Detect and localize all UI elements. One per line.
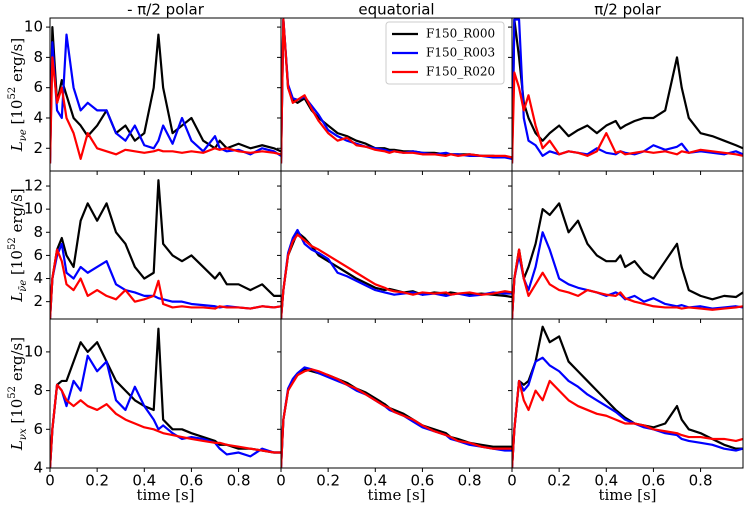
x-tick-label: 0.6 [179, 472, 203, 490]
y-axis-label-part: L [8, 292, 26, 303]
x-tick-label: 0 [276, 472, 286, 490]
panel-frame [511, 17, 744, 172]
y-tick-label: 2 [33, 139, 43, 157]
y-tick-label: 12 [24, 177, 43, 195]
series-line [512, 231, 743, 319]
x-tick-label: 0 [507, 472, 517, 490]
x-tick-label: 0.8 [458, 472, 482, 490]
x-tick-label: 0.2 [547, 472, 571, 490]
y-axis-label: Lν̄e [1052 erg/s] [7, 188, 29, 302]
series-line [512, 18, 743, 164]
panel-title: π/2 polar [594, 1, 661, 19]
series-line [50, 248, 281, 319]
x-tick-label: 0.8 [227, 472, 251, 490]
x-axis-label: time [s] [598, 486, 656, 504]
series-line [512, 356, 743, 468]
series-line [50, 56, 281, 164]
legend-box [385, 21, 505, 85]
y-tick-label: 4 [33, 108, 43, 126]
panel-title: equatorial [358, 1, 434, 19]
y-tick-label: 10 [24, 200, 43, 218]
series-line [512, 71, 743, 164]
series-line [281, 18, 512, 164]
x-tick-label: 0.8 [689, 472, 713, 490]
legend-label: F150_R000 [426, 27, 495, 41]
series-line [50, 383, 281, 468]
series-line [512, 18, 743, 164]
y-axis-label-part: νx [18, 428, 29, 440]
y-tick-label: 8 [33, 223, 43, 241]
y-axis-label-part: 52 [7, 87, 18, 100]
x-tick-label: 0.4 [363, 472, 387, 490]
y-tick-label: 10 [24, 342, 43, 360]
panel-frame [511, 318, 744, 469]
y-axis-label-part: erg/s] [8, 38, 26, 87]
y-axis-label-part: L [8, 141, 26, 152]
x-tick-label: 0.2 [316, 472, 340, 490]
series-line [281, 368, 512, 468]
series-line [512, 379, 743, 468]
series-line [50, 33, 281, 164]
y-tick-label: 4 [33, 269, 43, 287]
panel-title: - π/2 polar [127, 1, 205, 19]
series-line [512, 248, 743, 319]
legend-label: F150_R003 [426, 46, 495, 60]
series-line [512, 325, 743, 468]
x-tick-label: 0 [45, 472, 55, 490]
y-axis-label-part: erg/s] [8, 337, 26, 386]
x-tick-label: 0.4 [594, 472, 618, 490]
y-axis-label-part: [10 [8, 100, 26, 130]
y-axis-label-part: 52 [7, 386, 18, 399]
y-tick-label: 8 [33, 48, 43, 66]
series-line [281, 233, 512, 319]
y-axis-label-part: νe [18, 129, 29, 141]
y-tick-label: 4 [33, 459, 43, 477]
series-line [281, 368, 512, 468]
series-line [50, 354, 281, 468]
panel-frame [280, 170, 513, 320]
y-tick-label: 6 [33, 420, 43, 438]
y-axis-label-part: [10 [8, 250, 26, 280]
x-axis-label: time [s] [136, 486, 194, 504]
y-tick-label: 2 [33, 292, 43, 310]
y-axis-label-part: [10 [8, 399, 26, 429]
y-axis-label-part: L [8, 440, 26, 451]
panel-frame [49, 318, 282, 469]
series-line [50, 25, 281, 164]
y-tick-label: 6 [33, 78, 43, 96]
series-line [281, 366, 512, 468]
y-axis-label: Lνe [1052 erg/s] [7, 38, 29, 152]
y-tick-label: 10 [24, 18, 43, 36]
series-line [50, 179, 281, 319]
x-tick-label: 0.2 [85, 472, 109, 490]
y-tick-label: 6 [33, 246, 43, 264]
y-axis-label-part: ν̄e [18, 280, 29, 292]
y-tick-label: 8 [33, 381, 43, 399]
x-tick-label: 0.6 [410, 472, 434, 490]
x-axis-label: time [s] [367, 486, 425, 504]
y-axis-label: Lνx [1052 erg/s] [7, 337, 29, 451]
x-tick-label: 0.6 [641, 472, 665, 490]
x-tick-label: 0.4 [132, 472, 156, 490]
y-axis-label-part: erg/s] [8, 188, 26, 237]
series-line [281, 228, 512, 319]
series-line [281, 231, 512, 319]
series-line [512, 202, 743, 319]
legend-label: F150_R020 [426, 65, 495, 79]
y-axis-label-part: 52 [7, 237, 18, 250]
